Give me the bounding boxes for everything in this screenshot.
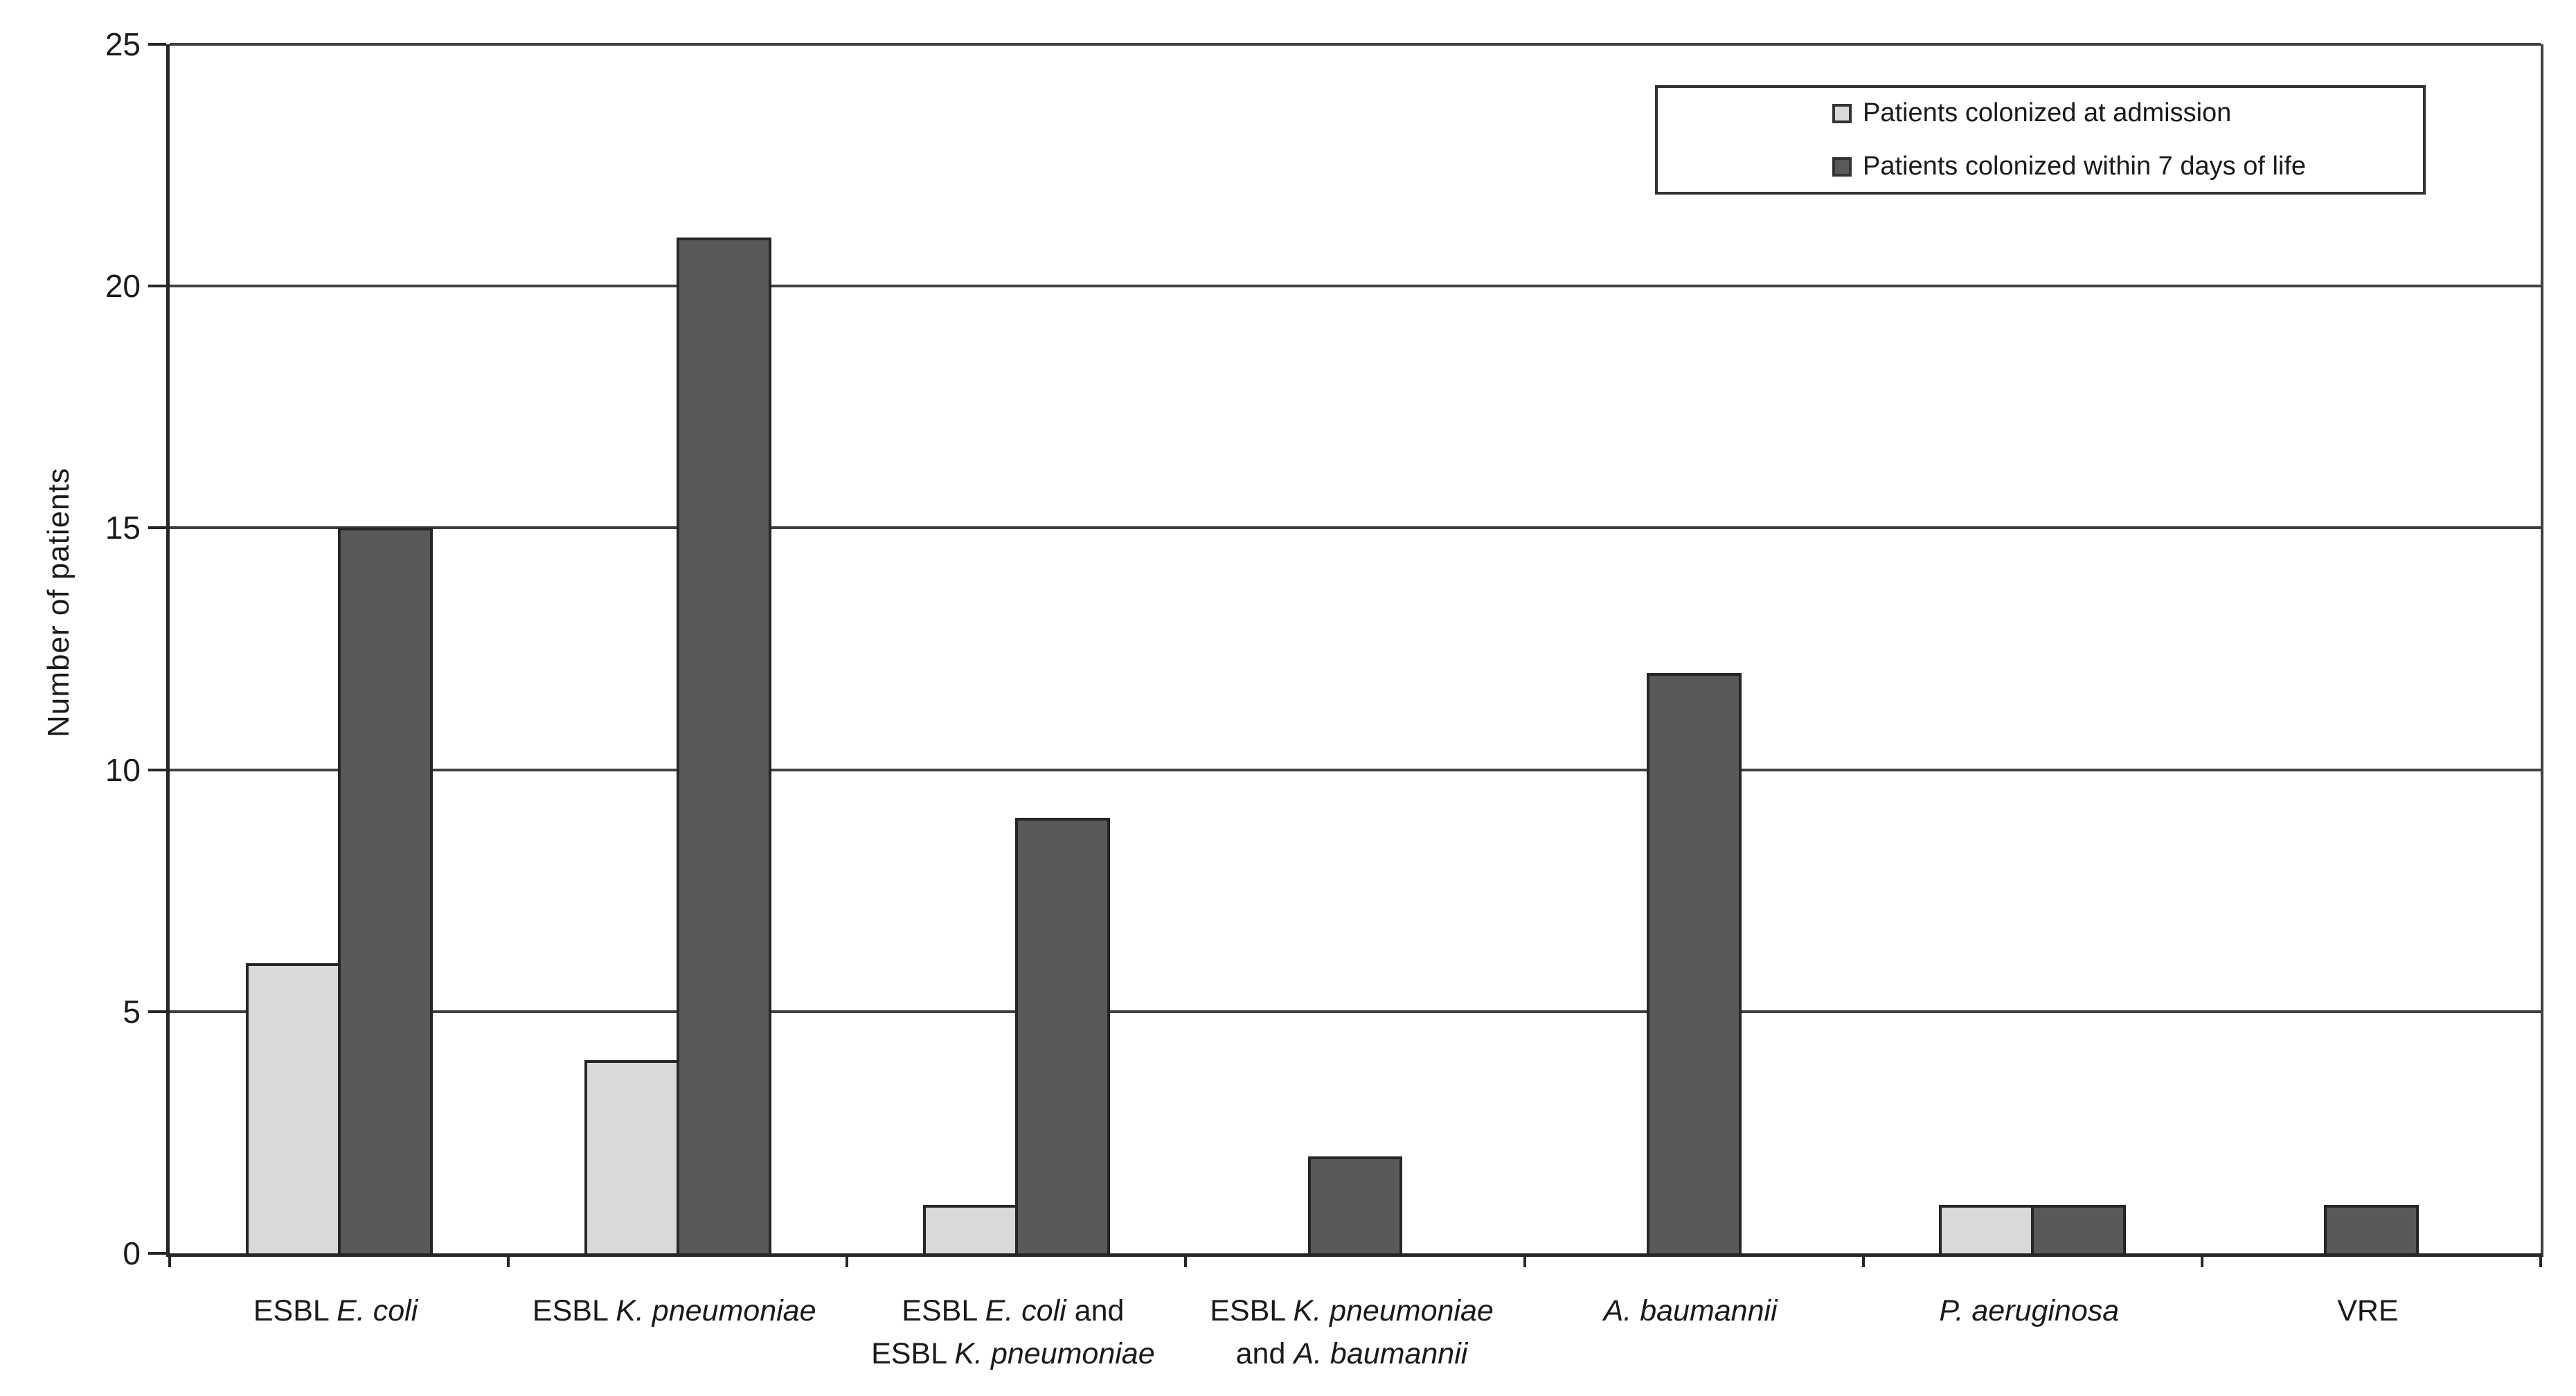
bar-group-2 [847,44,1186,1253]
gridline-y-15 [170,526,2541,530]
x-tick-mark-5 [1861,1253,1865,1267]
category-label-2: ESBL E. coli and ESBL K. pneumoniae [871,1294,1155,1371]
legend-label-1: Patients colonized within 7 days of life [1863,152,2307,181]
bar-series1-cat1 [676,238,771,1253]
y-tick-mark-15 [148,526,166,530]
y-tick-mark-5 [148,1010,166,1013]
x-tick-mark-6 [2200,1253,2203,1267]
bar-group-5 [1863,44,2202,1253]
y-tick-label-15: 15 [105,510,141,546]
y-axis-title: Number of patients [42,467,75,737]
bar-series1-cat0 [337,528,433,1253]
bar-series1-cat6 [2323,1205,2419,1253]
y-tick-label-25: 25 [105,26,141,62]
bar-group-0 [170,44,508,1253]
y-tick-mark-10 [148,768,166,771]
x-tick-mark-7 [2539,1253,2542,1267]
x-tick-mark-0 [168,1253,171,1267]
gridline-y-10 [170,768,2541,771]
x-tick-mark-3 [1184,1253,1188,1267]
x-tick-mark-2 [846,1253,849,1267]
category-label-3: ESBL K. pneumoniae and A. baumannii [1210,1294,1494,1371]
category-label-1: ESBL K. pneumoniae [532,1294,816,1327]
x-axis-labels: ESBL E. coli ESBL K. pneumoniae ESBL E. co… [166,1289,2537,1376]
x-tick-mark-1 [507,1253,510,1267]
bar-group-3 [1186,44,1524,1253]
y-tick-label-20: 20 [105,268,141,305]
y-tick-mark-20 [148,285,166,288]
gridline-y-25 [170,43,2541,46]
bar-groups [170,44,2541,1253]
category-label-6: VRE [2337,1294,2399,1327]
category-label-5: P. aeruginosa [1939,1294,2120,1327]
bar-series0-cat1 [584,1059,679,1253]
category-label-4: A. baumannii [1603,1294,1778,1327]
bar-series1-cat3 [1307,1156,1403,1253]
bar-series1-cat2 [1014,818,1110,1253]
legend-label-0: Patients colonized at admission [1863,98,2232,127]
bar-group-6 [2202,44,2541,1253]
bar-group-1 [508,44,847,1253]
bar-series1-cat4 [1646,672,1742,1253]
gridline-y-5 [170,1010,2541,1013]
bar-series1-cat5 [2031,1205,2127,1253]
legend-swatch-icon-1 [1832,156,1852,177]
y-tick-label-5: 5 [123,993,141,1030]
y-tick-mark-0 [148,1252,166,1255]
legend-item-1: Patients colonized within 7 days of life [1832,152,2423,181]
legend-swatch-icon-0 [1832,103,1852,123]
gridline-y-20 [170,285,2541,288]
y-tick-label-0: 0 [123,1235,141,1271]
x-tick-mark-4 [1523,1253,1526,1267]
y-tick-mark-25 [148,43,166,46]
bar-series0-cat5 [1939,1205,2034,1253]
y-tick-label-10: 10 [105,751,141,788]
legend-item-0: Patients colonized at admission [1832,98,2423,128]
bar-group-4 [1525,44,1863,1253]
plot-area: 0 5 10 15 20 25 [105,28,2543,1269]
category-label-0: ESBL E. coli [253,1294,418,1327]
bar-series0-cat0 [245,963,341,1253]
bar-series0-cat2 [922,1205,1018,1253]
legend: Patients colonized at admission Patients … [1655,85,2426,195]
